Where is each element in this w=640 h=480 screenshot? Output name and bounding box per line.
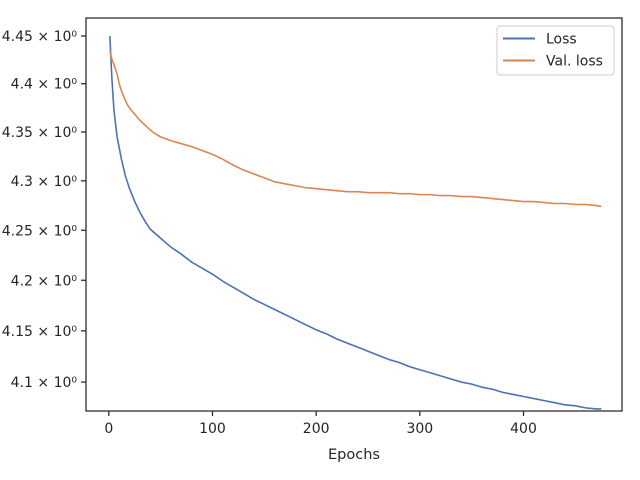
x-tick-label: 300 xyxy=(406,421,433,437)
plot-area xyxy=(85,17,623,412)
x-axis-label: Epochs xyxy=(328,447,380,463)
series-line-loss xyxy=(109,35,602,410)
x-tick-label: 0 xyxy=(104,421,113,437)
x-tick-label: 200 xyxy=(303,421,330,437)
y-tick-label: 4.15 × 10⁰ xyxy=(2,324,78,340)
y-tick-label: 4.2 × 10⁰ xyxy=(11,273,78,289)
y-tick-label: 4.3 × 10⁰ xyxy=(11,174,78,190)
series-line-val-loss xyxy=(109,50,602,208)
x-tick-label: 400 xyxy=(510,421,537,437)
y-tick-label: 4.35 × 10⁰ xyxy=(2,125,78,141)
y-tick-label: 4.25 × 10⁰ xyxy=(2,223,78,239)
x-tick-label: 100 xyxy=(199,421,226,437)
legend-label-loss: Loss xyxy=(546,32,577,48)
legend-label-val-loss: Val. loss xyxy=(546,54,603,70)
y-tick-label: 4.1 × 10⁰ xyxy=(11,375,78,391)
y-axis: 4.1 × 10⁰ 4.15 × 10⁰ 4.2 × 10⁰ 4.25 × 10⁰ 4.… xyxy=(2,29,86,391)
legend: Loss Val. loss xyxy=(496,25,615,76)
series-lines xyxy=(109,35,602,410)
y-tick-label: 4.4 × 10⁰ xyxy=(11,77,78,93)
y-tick-label: 4.45 × 10⁰ xyxy=(2,29,78,45)
x-axis: 0 100 200 300 400 xyxy=(104,411,537,437)
